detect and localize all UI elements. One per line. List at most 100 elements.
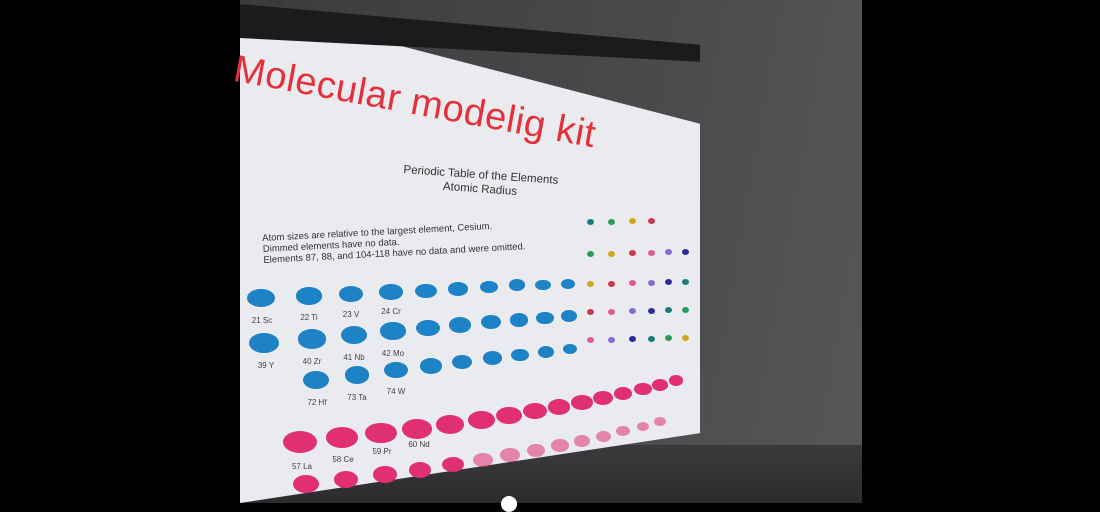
atom-dot: [561, 310, 577, 322]
element-label: 74 W: [386, 387, 406, 396]
atom-dot: [664, 249, 672, 256]
atom-dot: [562, 343, 578, 355]
atom-dot: [442, 457, 464, 473]
atom-dot: [681, 279, 689, 285]
atom-dot: [628, 280, 636, 287]
atom-dot: [586, 219, 594, 225]
atom-dot: [303, 371, 329, 389]
atom-dot: [325, 427, 359, 449]
atom-dot: [536, 311, 554, 325]
element-label: 42 Mo: [381, 349, 405, 358]
atom-dot: [681, 249, 689, 255]
atom-dot: [547, 399, 571, 415]
atom-dot: [586, 337, 594, 343]
atom-dot: [586, 281, 594, 287]
atom-dot: [384, 361, 408, 379]
atom-dot: [634, 383, 652, 396]
atom-dot: [537, 346, 555, 358]
atom-dot: [526, 443, 546, 457]
atom-dot: [681, 307, 689, 313]
atom-dot: [365, 423, 397, 444]
atom-dot: [420, 358, 442, 374]
atom-dot: [338, 285, 364, 303]
element-label: 73 Ta: [347, 393, 367, 402]
atom-dot: [509, 313, 529, 327]
atom-dot: [628, 218, 636, 225]
element-label: 57 La: [291, 462, 313, 471]
atom-dot: [511, 348, 529, 362]
element-label: 40 Zr: [302, 357, 322, 366]
atom-dot: [415, 283, 437, 299]
atom-dot: [652, 379, 668, 391]
atom-dot: [573, 434, 591, 447]
element-label: 41 Nb: [343, 353, 365, 362]
atom-dot: [295, 287, 323, 305]
atom-dot: [571, 395, 593, 410]
atom-dot: [628, 308, 636, 315]
atom-dot: [522, 403, 548, 420]
atom-dot: [283, 431, 317, 453]
atom-dot: [480, 314, 502, 330]
element-label: 22 Ti: [300, 313, 318, 322]
atom-dot: [333, 470, 359, 488]
atom-dot: [435, 415, 465, 434]
atom-dot: [664, 279, 672, 286]
atom-dot: [628, 336, 636, 343]
atom-dot: [664, 307, 672, 314]
element-label: 21 Sc: [251, 316, 273, 325]
atom-dot: [451, 354, 473, 370]
atom-dot: [467, 411, 495, 429]
atom-dot: [654, 417, 666, 427]
atom-dot: [496, 407, 522, 425]
atom-dot: [373, 466, 397, 483]
atom-dot: [607, 250, 615, 257]
atom-dot: [297, 329, 327, 349]
atom-dot: [647, 307, 655, 314]
atom-dot: [647, 249, 655, 256]
atom-dot: [613, 387, 633, 401]
atom-dot: [340, 325, 368, 345]
atom-dot: [607, 280, 615, 287]
atom-dot: [379, 284, 403, 300]
atom-dot: [593, 391, 613, 405]
atom-dot: [416, 319, 440, 337]
atom-dot: [664, 335, 672, 342]
atom-dot: [472, 452, 494, 468]
element-label: 58 Ce: [332, 455, 354, 464]
element-label: 72 Hf: [307, 398, 327, 407]
element-label: 24 Cr: [381, 307, 401, 316]
atom-dot: [586, 309, 594, 315]
element-label: 39 Y: [257, 361, 275, 370]
atom-dot: [636, 421, 650, 432]
atom-dot: [586, 251, 594, 257]
atom-dot: [647, 335, 655, 342]
atom-dot: [247, 289, 275, 307]
atom-dot: [647, 217, 655, 224]
atom-dot: [551, 439, 569, 452]
atom-dot: [482, 351, 502, 365]
atom-dot: [508, 279, 526, 291]
atom-dot: [607, 336, 615, 343]
atom-dot: [647, 279, 655, 286]
atom-dot: [681, 335, 689, 341]
atom-dot: [249, 333, 279, 353]
element-label: 59 Pr: [372, 447, 392, 456]
atom-dot: [448, 282, 468, 296]
atom-dot: [595, 430, 611, 442]
atom-dot: [535, 279, 551, 291]
element-label: 60 Nd: [408, 440, 430, 449]
atom-dot: [607, 308, 615, 315]
atom-dot: [344, 366, 370, 384]
atom-dot: [293, 475, 319, 493]
element-label: 23 V: [342, 310, 360, 319]
atom-dot: [668, 375, 684, 386]
atom-dot: [500, 448, 520, 463]
atom-dot: [561, 279, 575, 289]
atom-dot: [408, 461, 432, 478]
atom-dot: [616, 426, 630, 437]
atom-dot: [402, 419, 432, 439]
atom-dot: [607, 218, 615, 225]
video-scrubber-handle[interactable]: [501, 496, 517, 512]
atom-dot: [380, 322, 406, 340]
atom-dot: [479, 280, 499, 294]
